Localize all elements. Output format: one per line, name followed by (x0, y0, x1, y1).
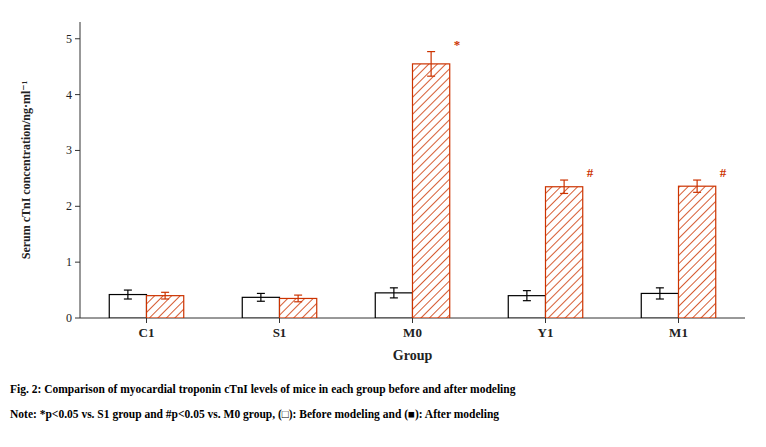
error-cap (294, 295, 302, 296)
error-bar (693, 180, 701, 192)
x-axis: C1 S1 M0 Y1 M1 (80, 318, 745, 340)
error-cap (294, 301, 302, 302)
y-axis-line (80, 22, 81, 318)
bar (546, 187, 583, 318)
x-tick-label: S1 (273, 325, 287, 340)
error-bar (427, 52, 435, 77)
y-tick (75, 318, 80, 319)
error-line (393, 288, 394, 298)
error-line (526, 291, 527, 301)
bar (413, 64, 450, 318)
error-cap (656, 287, 664, 288)
y-tick (75, 94, 80, 95)
x-tick-label: C1 (139, 325, 155, 340)
error-cap (427, 51, 435, 52)
error-bar (560, 180, 568, 193)
error-bar (257, 293, 265, 301)
error-cap (257, 293, 265, 294)
error-cap (427, 76, 435, 77)
y-tick-label: 3 (66, 143, 72, 157)
error-cap (560, 193, 568, 194)
error-bar (656, 288, 664, 299)
y-tick (75, 206, 80, 207)
y-tick-label: 5 (66, 32, 72, 46)
y-axis-label: Serum cTnI concentration/ng·ml⁻¹ (19, 80, 33, 259)
error-line (431, 52, 432, 77)
error-line (697, 180, 698, 192)
error-cap (656, 298, 664, 299)
y-tick-label: 4 (66, 88, 72, 102)
error-line (564, 180, 565, 193)
y-axis: 0 1 2 3 4 5 (66, 22, 80, 325)
error-cap (560, 179, 568, 180)
x-tick (412, 318, 413, 323)
error-cap (161, 292, 169, 293)
error-bar (124, 290, 132, 299)
error-cap (693, 179, 701, 180)
y-tick-label: 0 (66, 311, 72, 325)
error-cap (257, 301, 265, 302)
error-cap (124, 298, 132, 299)
y-tick (75, 38, 80, 39)
note: Note: *p<0.05 vs. S1 group and #p<0.05 v… (10, 408, 499, 421)
annotation: # (720, 165, 727, 180)
x-tick (545, 318, 546, 323)
x-tick-label: Y1 (538, 325, 554, 340)
error-line (127, 290, 128, 299)
error-line (659, 288, 660, 299)
x-axis-label: Group (393, 348, 433, 363)
annotations: * # # (454, 37, 727, 180)
error-bar (390, 288, 398, 298)
error-cap (161, 298, 169, 299)
error-cap (390, 297, 398, 298)
error-cap (390, 287, 398, 288)
error-cap (523, 290, 531, 291)
error-line (298, 295, 299, 302)
y-tick-label: 2 (66, 199, 72, 213)
error-line (260, 293, 261, 301)
y-tick (75, 262, 80, 263)
error-line (165, 292, 166, 299)
error-cap (523, 300, 531, 301)
x-tick (279, 318, 280, 323)
error-bar (294, 295, 302, 302)
bar (679, 186, 716, 318)
annotation: * (454, 37, 461, 52)
error-bar (161, 292, 169, 299)
error-bar (523, 291, 531, 301)
plot-area (109, 52, 715, 318)
chart: 0 1 2 3 4 5 Serum cTnI concentration/ng·ml⁻¹ C1… (0, 0, 766, 447)
x-tick (146, 318, 147, 323)
x-tick-label: M0 (403, 325, 422, 340)
caption: Fig. 2: Comparison of myocardial troponi… (10, 383, 516, 396)
y-tick-label: 1 (66, 255, 72, 269)
error-cap (124, 289, 132, 290)
y-tick (75, 150, 80, 151)
error-cap (693, 192, 701, 193)
x-tick-label: M1 (669, 325, 688, 340)
annotation: # (587, 165, 594, 180)
bar (280, 298, 317, 318)
bar (147, 296, 184, 318)
x-tick (678, 318, 679, 323)
